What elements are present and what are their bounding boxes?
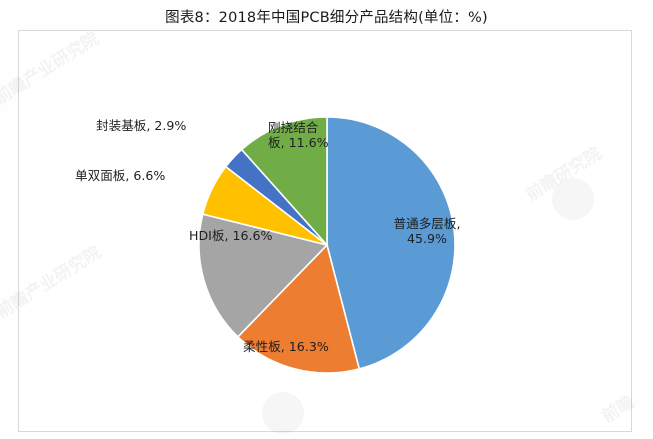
pie-label-multilayer: 普通多层板, 45.9% (372, 216, 482, 246)
pie-label-rigid-flex-value: 板, 11.6% (268, 135, 329, 150)
pie-label-hdi: HDI板, 16.6% (189, 228, 273, 243)
pie-label-rigid-flex: 刚挠结合 板, 11.6% (268, 120, 329, 150)
pie-label-single-double: 单双面板, 6.6% (75, 168, 166, 183)
pie-slice-group (198, 116, 456, 374)
pie-slice-刚挠结合板[interactable] (240, 116, 328, 248)
pie-label-multilayer-name: 普通多层板, (393, 216, 461, 231)
pie-label-flexible: 柔性板, 16.3% (243, 339, 329, 354)
pie-label-multilayer-value: 45.9% (406, 231, 447, 246)
pie-label-rigid-flex-name: 刚挠结合 (268, 120, 319, 135)
pie-slice-柔性板[interactable] (236, 243, 361, 374)
pie-label-package-substrate: 封装基板, 2.9% (96, 118, 187, 133)
pie-slice-HDI板[interactable] (198, 213, 329, 338)
pie-slice-普通多层板[interactable] (326, 116, 456, 370)
chart-title: 图表8：2018年中国PCB细分产品结构(单位：%) (165, 10, 488, 26)
